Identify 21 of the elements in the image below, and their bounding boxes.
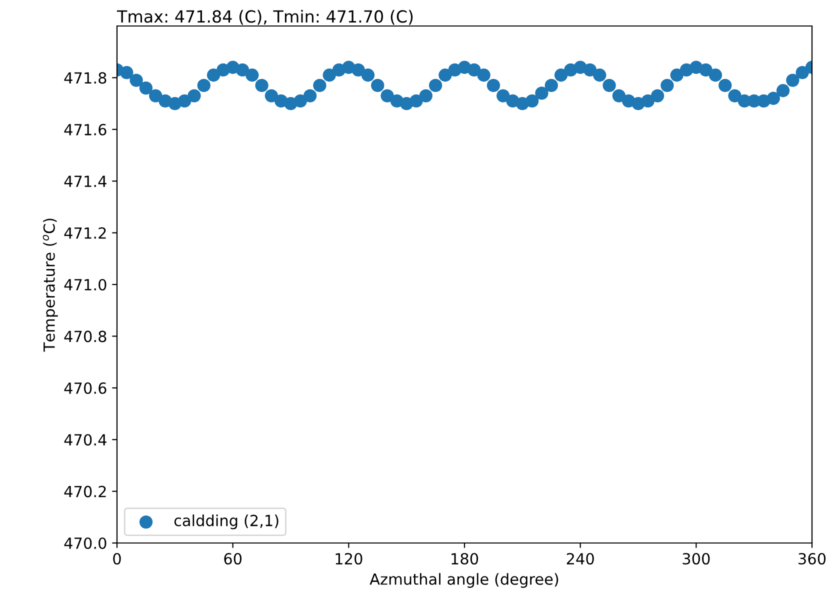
- y-tick-label: 470.4: [64, 434, 106, 446]
- y-tick-label: 471.2: [64, 227, 106, 239]
- x-axis-title: Azmuthal angle (degree): [370, 573, 558, 588]
- y-tick-label: 471.4: [64, 176, 106, 187]
- y-axis-title: Temperature ($^{o}$C): [42, 218, 58, 352]
- chart-title: Tmax: 471.84 (C), Tmin: 471.70 (C): [116, 10, 413, 25]
- x-tick-label: 0: [113, 552, 121, 565]
- y-tick-label: 471.6: [64, 124, 106, 136]
- x-tick-label: 180: [452, 552, 478, 565]
- y-tick-label: 470.2: [64, 486, 106, 498]
- y-tick-label: 470.6: [64, 382, 106, 394]
- y-tick-label: 470.0: [64, 537, 106, 550]
- y-tick-label: 471.0: [64, 278, 106, 291]
- x-tick-label: 300: [682, 552, 710, 565]
- x-tick-label: 120: [336, 552, 362, 565]
- y-tick-label: 471.8: [64, 72, 106, 84]
- legend-label: caldding (2,1): [174, 514, 278, 530]
- x-tick-label: 360: [798, 552, 826, 565]
- y-tick-label: 470.8: [64, 330, 106, 342]
- x-tick-label: 60: [224, 552, 242, 565]
- x-tick-label: 240: [566, 552, 594, 565]
